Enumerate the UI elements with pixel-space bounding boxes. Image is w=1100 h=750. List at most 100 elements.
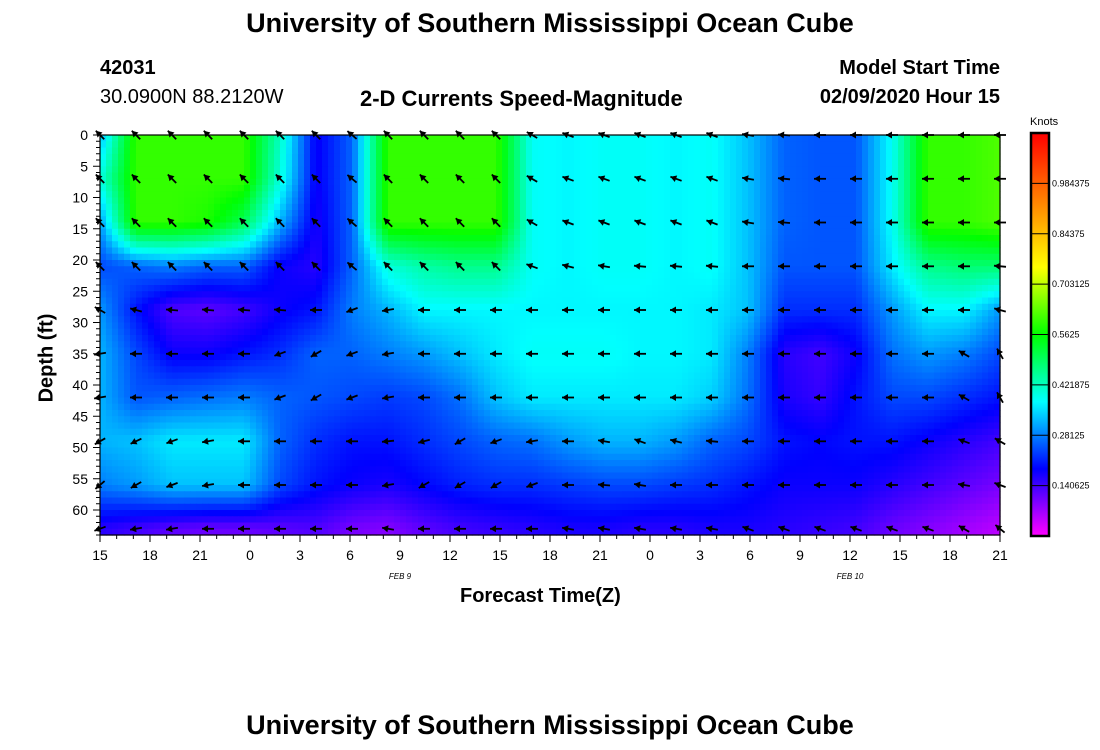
heatmap-cell (982, 185, 989, 192)
heatmap-cell (952, 335, 959, 342)
heatmap-cell (124, 203, 131, 211)
heatmap-cell (670, 297, 677, 305)
heatmap-cell (892, 272, 899, 280)
heatmap-cell (370, 135, 377, 142)
heatmap-cell (916, 185, 923, 192)
heatmap-cell (142, 135, 149, 142)
heatmap-cell (184, 147, 191, 155)
heatmap-cell (760, 235, 767, 242)
heatmap-cell (784, 272, 791, 280)
heatmap-cell (676, 266, 683, 274)
heatmap-cell (610, 291, 617, 299)
heatmap-cell (160, 147, 167, 155)
heatmap-cell (952, 172, 959, 180)
heatmap-cell (484, 285, 491, 292)
heatmap-cell (436, 272, 443, 280)
heatmap-cell (136, 341, 143, 349)
heatmap-cell (778, 141, 785, 149)
heatmap-cell (442, 335, 449, 342)
heatmap-cell (268, 278, 275, 286)
heatmap-cell (622, 135, 629, 142)
heatmap-cell (562, 241, 569, 249)
heatmap-cell (652, 253, 659, 261)
heatmap-cell (262, 266, 269, 274)
heatmap-cell (850, 278, 857, 286)
heatmap-cell (220, 203, 227, 211)
heatmap-cell (502, 303, 509, 311)
heatmap-cell (256, 285, 263, 292)
heatmap-cell (568, 191, 575, 199)
heatmap-cell (214, 297, 221, 305)
heatmap-cell (820, 235, 827, 242)
heatmap-cell (904, 335, 911, 342)
heatmap-cell (592, 178, 599, 186)
heatmap-cell (880, 210, 887, 217)
heatmap-cell (256, 153, 263, 161)
heatmap-cell (880, 291, 887, 299)
heatmap-cell (472, 191, 479, 199)
heatmap-cell (670, 222, 677, 230)
heatmap-cell (616, 135, 623, 142)
heatmap-cell (340, 141, 347, 149)
heatmap-cell (712, 328, 719, 336)
heatmap-cell (436, 310, 443, 317)
heatmap-cell (256, 322, 263, 330)
heatmap-cell (142, 297, 149, 305)
heatmap-cell (970, 210, 977, 217)
heatmap-cell (376, 272, 383, 280)
heatmap-cell (598, 210, 605, 217)
heatmap-cell (322, 166, 329, 174)
heatmap-cell (628, 278, 635, 286)
heatmap-cell (844, 153, 851, 161)
heatmap-cell (934, 297, 941, 305)
heatmap-cell (196, 197, 203, 205)
heatmap-cell (286, 203, 293, 211)
heatmap-cell (772, 216, 779, 224)
heatmap-cell (706, 328, 713, 336)
heatmap-cell (604, 160, 611, 167)
heatmap-cell (736, 141, 743, 149)
heatmap-cell (322, 341, 329, 349)
heatmap-cell (430, 247, 437, 255)
heatmap-cell (910, 147, 917, 155)
heatmap-cell (922, 335, 929, 342)
heatmap-cell (706, 147, 713, 155)
heatmap-cell (886, 166, 893, 174)
heatmap-cell (520, 253, 527, 261)
heatmap-cell (940, 303, 947, 311)
heatmap-cell (328, 303, 335, 311)
heatmap-cell (916, 191, 923, 199)
heatmap-cell (742, 135, 749, 142)
heatmap-cell (652, 222, 659, 230)
heatmap-cell (322, 278, 329, 286)
heatmap-cell (424, 260, 431, 267)
heatmap-cell (700, 235, 707, 242)
heatmap-cell (154, 203, 161, 211)
heatmap-cell (856, 241, 863, 249)
heatmap-cell (382, 291, 389, 299)
heatmap-cell (964, 160, 971, 167)
heatmap-cell (850, 297, 857, 305)
heatmap-cell (934, 335, 941, 342)
heatmap-cell (544, 166, 551, 174)
heatmap-cell (748, 235, 755, 242)
heatmap-cell (196, 247, 203, 255)
heatmap-cell (496, 247, 503, 255)
heatmap-cell (646, 153, 653, 161)
heatmap-cell (118, 172, 125, 180)
heatmap-cell (754, 316, 761, 324)
heatmap-cell (208, 285, 215, 292)
heatmap-cell (190, 272, 197, 280)
heatmap-cell (484, 266, 491, 274)
heatmap-cell (256, 278, 263, 286)
heatmap-cell (310, 135, 317, 142)
heatmap-cell (850, 185, 857, 192)
heatmap-cell (298, 210, 305, 217)
heatmap-cell (682, 322, 689, 330)
heatmap-cell (790, 253, 797, 261)
heatmap-cell (478, 147, 485, 155)
heatmap-cell (166, 178, 173, 186)
heatmap-cell (304, 235, 311, 242)
heatmap-cell (664, 135, 671, 142)
heatmap-cell (358, 228, 365, 236)
